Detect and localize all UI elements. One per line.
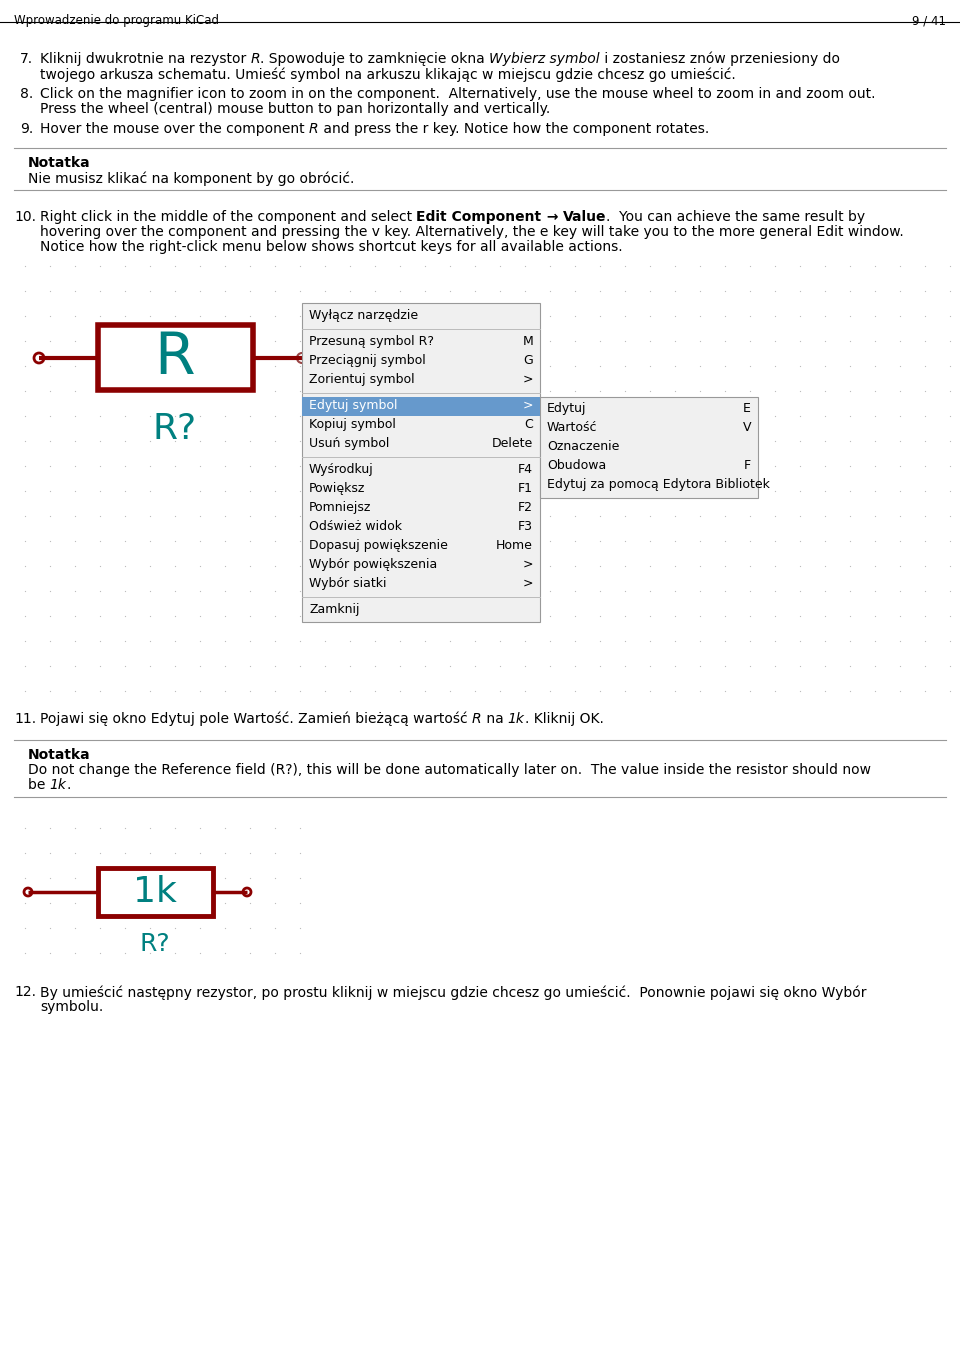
- Text: R: R: [251, 52, 260, 67]
- Text: Do not change the Reference field (R?), this will be done automatically later on: Do not change the Reference field (R?), …: [28, 762, 871, 777]
- Text: Notice how the right-click menu below shows shortcut keys for all available acti: Notice how the right-click menu below sh…: [40, 241, 623, 254]
- Text: 7.: 7.: [20, 52, 34, 67]
- Text: Wybór powiększenia: Wybór powiększenia: [309, 559, 437, 571]
- Text: Zamknij: Zamknij: [309, 603, 359, 616]
- Text: C: C: [524, 419, 533, 431]
- Text: Value: Value: [563, 211, 607, 224]
- Text: Obudowa: Obudowa: [547, 459, 607, 472]
- Text: Edit Component: Edit Component: [417, 211, 541, 224]
- Text: Hover the mouse over the component: Hover the mouse over the component: [40, 122, 309, 136]
- Text: be: be: [28, 777, 50, 792]
- Text: >: >: [522, 559, 533, 571]
- Text: F2: F2: [518, 501, 533, 514]
- Text: F4: F4: [518, 463, 533, 476]
- Text: Pomniejsz: Pomniejsz: [309, 501, 372, 514]
- Text: >: >: [522, 578, 533, 590]
- Text: 8.: 8.: [20, 87, 34, 101]
- Text: R: R: [472, 712, 482, 726]
- Text: Click on the magnifier icon to zoom in on the component.  Alternatively, use the: Click on the magnifier icon to zoom in o…: [40, 87, 876, 101]
- Text: Przeciągnij symbol: Przeciągnij symbol: [309, 353, 425, 367]
- Text: and press the r key. Notice how the component rotates.: and press the r key. Notice how the comp…: [319, 122, 708, 136]
- Text: 1k: 1k: [133, 875, 177, 909]
- Bar: [302, 303, 540, 622]
- Text: .  You can achieve the same result by: . You can achieve the same result by: [607, 211, 866, 224]
- Text: Nie musisz klikać na komponent by go obrócić.: Nie musisz klikać na komponent by go obr…: [28, 171, 354, 185]
- Text: R: R: [155, 329, 195, 386]
- Text: R?: R?: [140, 932, 170, 955]
- Text: Wprowadzenie do programu KiCad: Wprowadzenie do programu KiCad: [14, 14, 219, 27]
- Text: >: >: [522, 372, 533, 386]
- Text: i zostaniesz znów przeniesiony do: i zostaniesz znów przeniesiony do: [600, 52, 840, 67]
- Text: R: R: [309, 122, 319, 136]
- Text: Edytuj symbol: Edytuj symbol: [309, 400, 397, 412]
- Text: Wyłącz narzędzie: Wyłącz narzędzie: [309, 308, 419, 322]
- Text: M: M: [522, 336, 533, 348]
- Text: 10.: 10.: [14, 211, 36, 224]
- Bar: [98, 325, 253, 390]
- Text: 9 / 41: 9 / 41: [912, 14, 946, 27]
- Text: 11.: 11.: [14, 712, 36, 726]
- Text: Edytuj za pomocą Edytora Bibliotek: Edytuj za pomocą Edytora Bibliotek: [547, 478, 770, 491]
- Text: . Spowoduje to zamknięcie okna: . Spowoduje to zamknięcie okna: [260, 52, 490, 67]
- Text: symbolu.: symbolu.: [40, 1000, 104, 1014]
- Text: Kopiuj symbol: Kopiuj symbol: [309, 419, 396, 431]
- Text: Home: Home: [496, 540, 533, 552]
- Text: By umieścić następny rezystor, po prostu kliknij w miejscu gdzie chcesz go umieś: By umieścić następny rezystor, po prostu…: [40, 985, 867, 999]
- Text: Powiększ: Powiększ: [309, 482, 366, 495]
- Text: F1: F1: [518, 482, 533, 495]
- Text: Notatka: Notatka: [28, 747, 90, 762]
- Text: Odśwież widok: Odśwież widok: [309, 520, 402, 533]
- Text: 1k: 1k: [50, 777, 66, 792]
- Bar: [540, 397, 758, 497]
- Text: F3: F3: [518, 520, 533, 533]
- Text: Right click in the middle of the component and select: Right click in the middle of the compone…: [40, 211, 417, 224]
- Text: hovering over the component and pressing the v key. Alternatively, the e key wil: hovering over the component and pressing…: [40, 226, 903, 239]
- Text: Zorientuj symbol: Zorientuj symbol: [309, 372, 415, 386]
- Text: F: F: [744, 459, 751, 472]
- Text: Wybór siatki: Wybór siatki: [309, 578, 387, 590]
- Text: Edytuj: Edytuj: [547, 402, 587, 414]
- Text: Delete: Delete: [492, 438, 533, 450]
- Text: R?: R?: [153, 412, 197, 446]
- Text: G: G: [523, 353, 533, 367]
- Text: 1k: 1k: [508, 712, 524, 726]
- Text: Usuń symbol: Usuń symbol: [309, 438, 390, 450]
- Text: Pojawi się okno Edytuj pole Wartość. Zamień bieżącą wartość: Pojawi się okno Edytuj pole Wartość. Zam…: [40, 712, 472, 727]
- Text: . Kliknij OK.: . Kliknij OK.: [524, 712, 604, 726]
- Text: Oznaczenie: Oznaczenie: [547, 440, 619, 453]
- Bar: [98, 868, 213, 916]
- Text: 12.: 12.: [14, 985, 36, 999]
- Text: .: .: [66, 777, 71, 792]
- Text: →: →: [541, 211, 563, 224]
- Text: 9.: 9.: [20, 122, 34, 136]
- Text: Press the wheel (central) mouse button to pan horizontally and vertically.: Press the wheel (central) mouse button t…: [40, 102, 550, 116]
- Text: Przesuną symbol R?: Przesuną symbol R?: [309, 336, 434, 348]
- Text: Wartość: Wartość: [547, 421, 597, 434]
- Text: twojego arkusza schematu. Umieść symbol na arkuszu klikając w miejscu gdzie chce: twojego arkusza schematu. Umieść symbol …: [40, 67, 735, 82]
- Text: na: na: [482, 712, 508, 726]
- Text: E: E: [743, 402, 751, 414]
- Text: Notatka: Notatka: [28, 156, 90, 170]
- Text: V: V: [742, 421, 751, 434]
- Text: Kliknij dwukrotnie na rezystor: Kliknij dwukrotnie na rezystor: [40, 52, 251, 67]
- Text: Dopasuj powiększenie: Dopasuj powiększenie: [309, 540, 448, 552]
- Text: Wyśrodkuj: Wyśrodkuj: [309, 463, 373, 476]
- Text: Wybierz symbol: Wybierz symbol: [490, 52, 600, 67]
- Bar: [302, 397, 540, 416]
- Text: >: >: [522, 400, 533, 412]
